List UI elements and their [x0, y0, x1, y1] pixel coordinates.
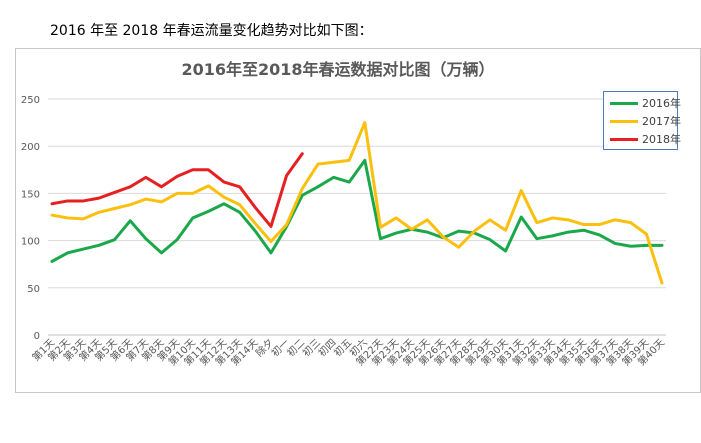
- legend-label-2016: 2016年: [642, 97, 681, 110]
- legend: 2016年 2017年 2018年: [603, 91, 681, 150]
- legend-label-2017: 2017年: [642, 115, 681, 128]
- legend-label-2018: 2018年: [642, 133, 681, 146]
- y-tick-label: 250: [21, 95, 40, 106]
- y-tick-label: 200: [21, 142, 40, 153]
- series-line-2016年: [50, 158, 664, 263]
- y-tick-label: 50: [27, 284, 40, 295]
- y-tick-label: 0: [34, 331, 40, 342]
- legend-item-2018: 2018年: [608, 131, 681, 147]
- gridlines: [48, 98, 666, 336]
- legend-item-2017: 2017年: [608, 113, 681, 129]
- intro-text: 2016 年至 2018 年春运流量变化趋势对比如下图：: [50, 23, 373, 39]
- legend-item-2016: 2016年: [608, 95, 681, 111]
- y-axis: 0 50 100 150 200 250: [21, 95, 40, 342]
- series-lines: [50, 121, 664, 285]
- series-line-2017年: [50, 121, 664, 285]
- chart-title: 2016年至2018年春运数据对比图（万辆）: [181, 60, 494, 79]
- y-tick-label: 100: [21, 237, 40, 248]
- legend-swatch-2016: [610, 102, 638, 105]
- legend-swatch-2017: [610, 120, 638, 123]
- y-tick-label: 150: [21, 189, 40, 200]
- x-axis: 第1天第2天第3天第4天第5天第6天第7天第8天第9天第10天第11天第12天第…: [29, 336, 667, 368]
- series-line-2018年: [50, 152, 304, 228]
- legend-swatch-2018: [610, 138, 638, 141]
